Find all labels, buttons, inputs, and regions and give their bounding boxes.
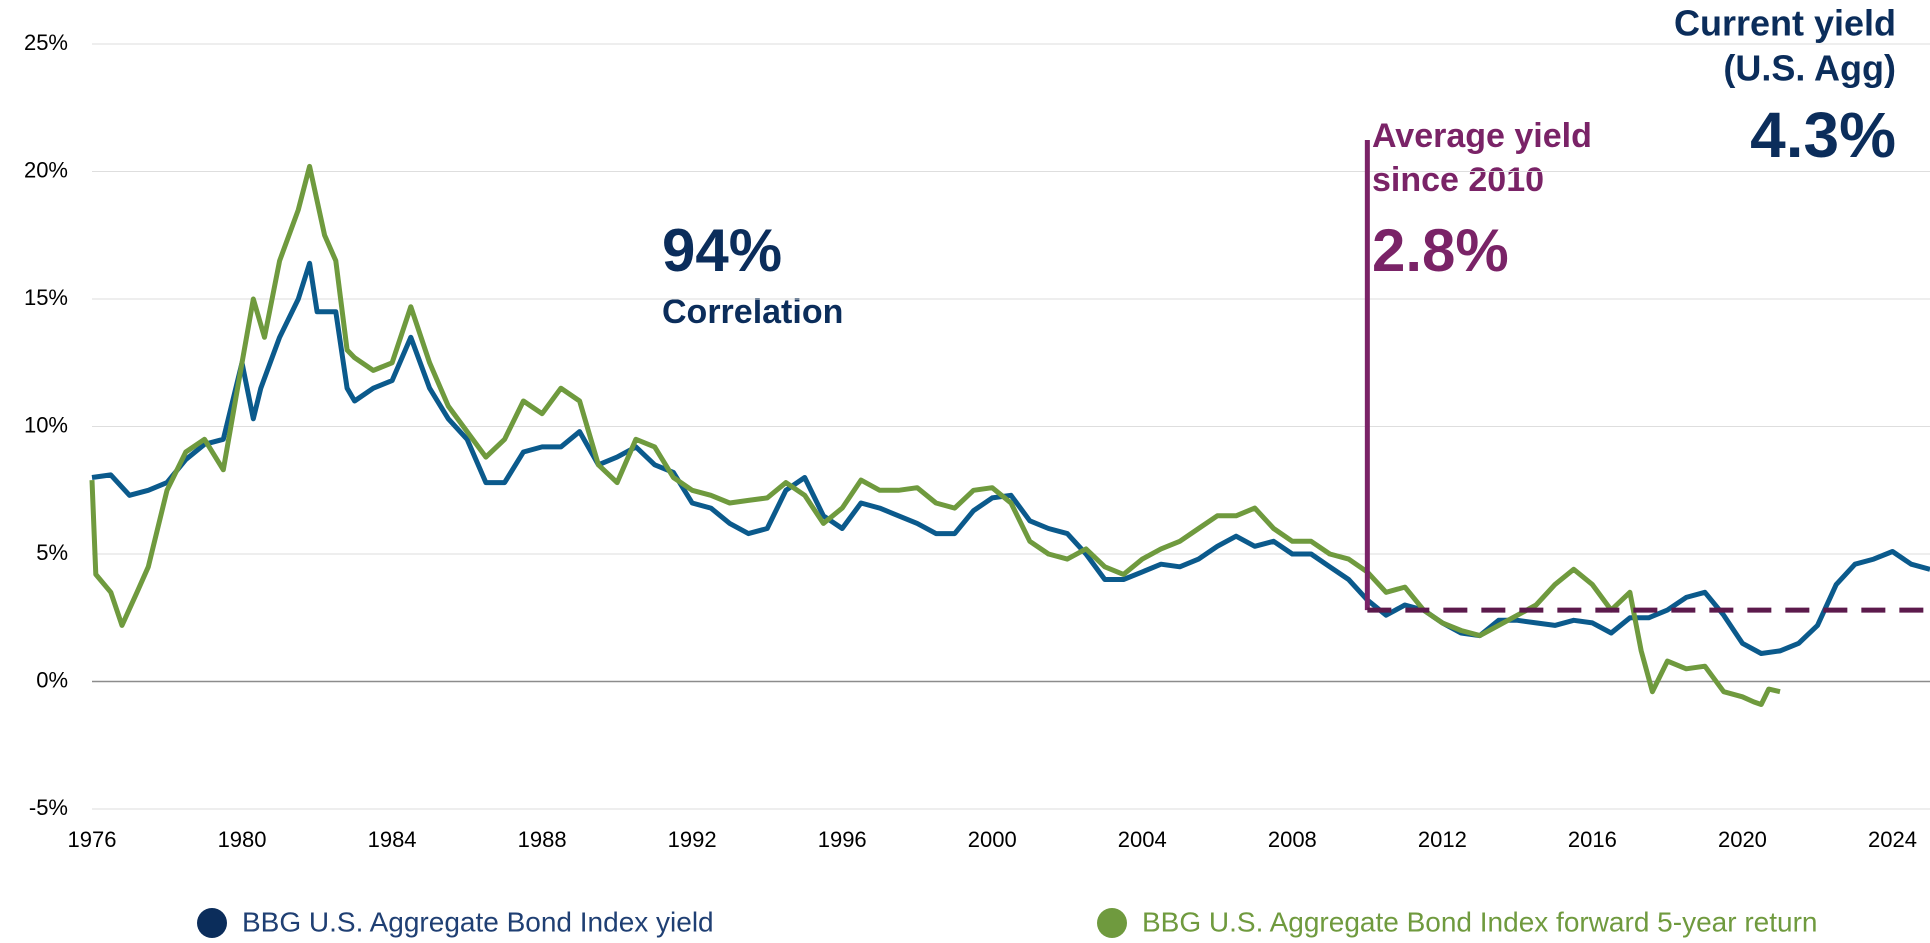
x-tick-label: 1984: [368, 827, 417, 852]
series-line: [91, 260, 1930, 656]
x-tick-label: 2012: [1418, 827, 1467, 852]
avg-value: 2.8%: [1372, 217, 1509, 284]
x-tick-label: 1996: [818, 827, 867, 852]
legend-label: BBG U.S. Aggregate Bond Index yield: [242, 906, 714, 937]
x-tick-label: 1988: [518, 827, 567, 852]
y-tick-label: 10%: [24, 412, 68, 437]
x-tick-label: 2004: [1118, 827, 1167, 852]
y-tick-label: -5%: [29, 795, 68, 820]
y-tick-label: 0%: [36, 667, 68, 692]
legend-marker: [1097, 908, 1127, 938]
avg-title: since 2010: [1372, 161, 1544, 199]
current-title: (U.S. Agg): [1723, 48, 1896, 89]
y-tick-label: 25%: [24, 30, 68, 55]
current-title: Current yield: [1674, 3, 1896, 44]
y-tick-label: 5%: [36, 540, 68, 565]
legend-label: BBG U.S. Aggregate Bond Index forward 5-…: [1142, 906, 1817, 937]
current-value: 4.3%: [1750, 99, 1896, 171]
x-tick-label: 2024: [1868, 827, 1917, 852]
correlation-value: 94%: [662, 217, 782, 284]
x-tick-label: 2020: [1718, 827, 1767, 852]
x-tick-label: 1976: [68, 827, 117, 852]
x-tick-label: 1992: [668, 827, 717, 852]
y-tick-label: 15%: [24, 285, 68, 310]
x-tick-label: 2008: [1268, 827, 1317, 852]
x-tick-label: 1980: [218, 827, 267, 852]
avg-title: Average yield: [1372, 117, 1592, 155]
legend-marker: [197, 908, 227, 938]
x-tick-label: 2000: [968, 827, 1017, 852]
x-tick-label: 2016: [1568, 827, 1617, 852]
y-tick-label: 20%: [24, 157, 68, 182]
